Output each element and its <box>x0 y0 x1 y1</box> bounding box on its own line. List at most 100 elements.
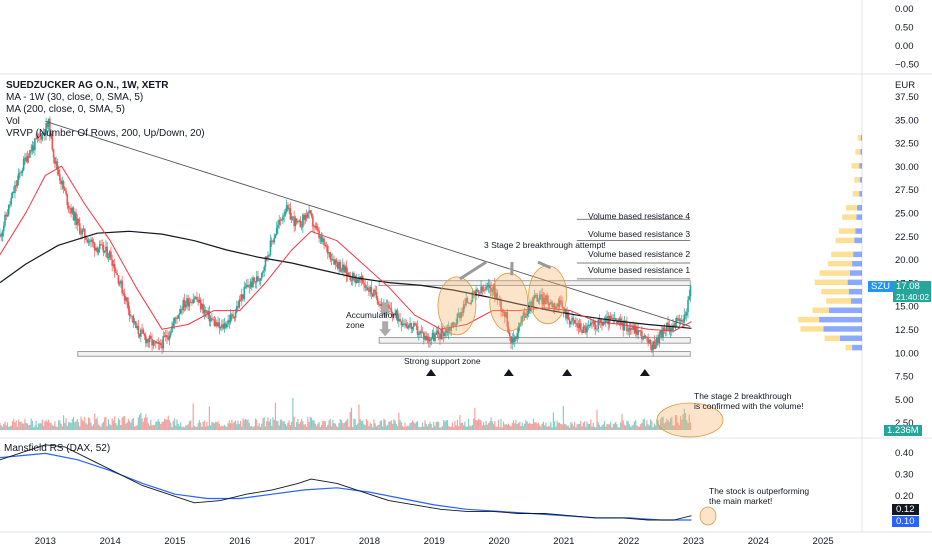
candle-body <box>172 323 174 326</box>
volume-bar <box>325 421 326 430</box>
volume-bar <box>437 422 438 430</box>
label-accumulation-zone: zone <box>346 320 365 330</box>
indicator-vrvp[interactable]: VRVP (Number Of Rows, 200, Up/Down, 20) <box>6 128 205 140</box>
volume-bar <box>508 424 509 430</box>
volume-bar <box>181 427 182 430</box>
volume-bar <box>432 428 433 430</box>
volume-bar <box>128 419 129 430</box>
volume-bar <box>38 423 39 430</box>
candle-body <box>115 272 117 274</box>
volume-bar <box>593 423 594 430</box>
candle-body <box>434 335 436 341</box>
label-support-zone: Strong support zone <box>404 356 481 366</box>
volume-bar <box>370 422 371 430</box>
volume-bar <box>502 427 503 430</box>
volume-bar <box>655 425 656 430</box>
candle-body <box>243 287 245 299</box>
candle-body <box>341 270 343 271</box>
volume-bar <box>372 427 373 430</box>
vp-bar-up <box>839 228 856 234</box>
candle-body <box>108 257 110 258</box>
volume-bar <box>259 423 260 430</box>
volume-bar <box>109 424 110 430</box>
volume-bar <box>390 421 391 430</box>
volume-bar <box>472 425 473 430</box>
volume-bar <box>412 420 413 430</box>
volume-bar <box>373 419 374 430</box>
volume-bar <box>183 427 184 430</box>
candle-body <box>364 285 366 288</box>
volume-bar <box>569 428 570 430</box>
candle-body <box>310 210 312 213</box>
volume-bar <box>254 426 255 430</box>
volume-bar <box>336 426 337 430</box>
time-tick-label: 2025 <box>813 536 834 547</box>
indicator-vol[interactable]: Vol <box>6 116 20 128</box>
price-tick-label: 10.00 <box>895 348 919 359</box>
volume-bar <box>451 427 452 430</box>
volume-bar <box>347 419 348 430</box>
volume-bar <box>90 423 91 430</box>
candle-body <box>283 215 285 217</box>
volume-bar <box>591 426 592 430</box>
volume-bar <box>241 426 242 430</box>
indicator-ma30[interactable]: MA - 1W (30, close, 0, SMA, 5) <box>6 92 143 104</box>
vp-bar-down <box>819 317 862 323</box>
candle-body <box>143 330 145 334</box>
volume-bar <box>281 420 282 430</box>
volume-bar <box>528 424 529 430</box>
volume-bar <box>368 426 369 430</box>
volume-bar <box>457 420 458 430</box>
vp-bar-up <box>854 177 860 183</box>
candle-body <box>408 325 410 328</box>
volume-bar <box>323 421 324 430</box>
candle-body <box>247 285 249 287</box>
vp-bar-down <box>855 228 862 234</box>
candle-body <box>627 331 629 332</box>
volume-bar <box>544 425 545 430</box>
volume-bar <box>378 425 379 430</box>
candle-body <box>596 329 598 330</box>
volume-bar <box>519 422 520 430</box>
candle-body <box>118 275 120 284</box>
volume-bar <box>527 422 528 430</box>
volume-bar <box>560 424 561 430</box>
time-tick-label: 2017 <box>294 536 315 547</box>
volume-bar <box>184 427 185 430</box>
volume-bar <box>497 427 498 430</box>
indicator-mansfield-rs[interactable]: Mansfield RS (DAX, 52) <box>4 443 110 455</box>
candle-body <box>594 321 596 325</box>
volume-bar <box>583 423 584 430</box>
candle-body <box>417 326 419 335</box>
volume-bar <box>302 421 303 430</box>
volume-bar <box>224 425 225 430</box>
volume-bar <box>43 426 44 430</box>
volume-bar <box>247 419 248 430</box>
volume-bar <box>223 426 224 430</box>
candle-body <box>232 314 234 317</box>
volume-bar <box>74 422 75 430</box>
volume-bar <box>463 425 464 430</box>
volume-bar <box>70 423 71 430</box>
volume-bar <box>554 421 555 430</box>
volume-bar <box>146 417 147 430</box>
vp-bar-down <box>829 308 862 314</box>
volume-bar <box>37 427 38 430</box>
volume-bar <box>495 426 496 430</box>
volume-bar <box>205 426 206 430</box>
volume-bar <box>55 426 56 430</box>
candle-body <box>2 231 4 236</box>
candle-body <box>262 271 264 273</box>
top-pane-tick-label: 0.00 <box>895 41 914 52</box>
volume-bar <box>93 424 94 430</box>
volume-bar <box>150 420 151 430</box>
candle-body <box>307 213 309 218</box>
volume-bar <box>31 419 32 430</box>
volume-bar <box>272 417 273 430</box>
vp-bar-up <box>798 317 819 323</box>
indicator-ma200[interactable]: MA (200, close, 0, SMA, 5) <box>6 104 125 116</box>
volume-bar <box>619 428 620 430</box>
label-vbr3: Volume based resistance 3 <box>588 229 690 239</box>
candle-body <box>17 180 19 186</box>
